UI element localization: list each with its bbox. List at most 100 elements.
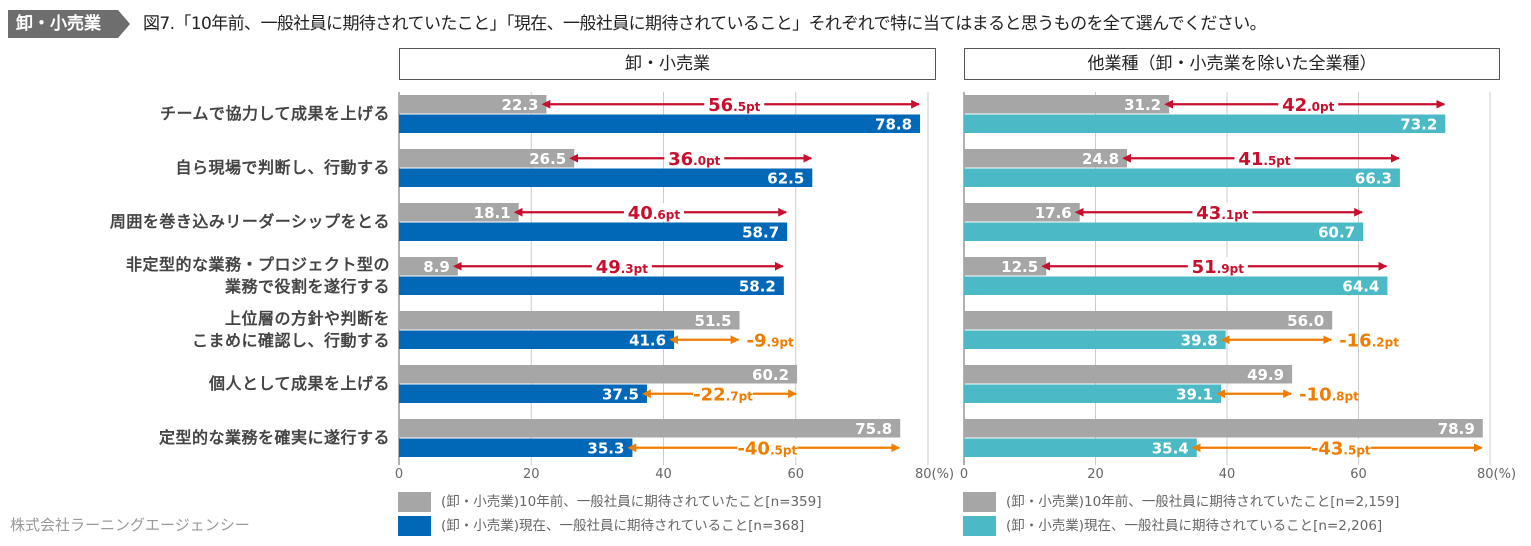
category-label-line: 業務で役割を遂行する [224,276,390,296]
difference-int: 42 [1282,95,1307,116]
bar-past-value-label: 12.5 [1001,258,1038,276]
difference-int: -40 [737,438,770,459]
difference-int: -43 [1311,438,1344,459]
x-tick-label: 80(%) [1477,467,1516,482]
bar-past [399,365,798,384]
difference-dec: .5pt [1263,154,1290,168]
bar-past-value-label: 18.1 [474,204,511,222]
difference-label: 42.0pt [1282,95,1335,116]
bar-past-value-label: 51.5 [695,312,732,330]
x-tick-label: 60 [1350,467,1367,482]
bar-now-value-label: 66.3 [1355,170,1392,188]
bar-past-value-label: 56.0 [1287,312,1324,330]
bar-past-value-label: 17.6 [1035,204,1072,222]
bar-group: 12.5 64.4 51.9pt [964,257,1388,296]
bar-group: 31.2 73.2 42.0pt [964,95,1446,134]
difference-label: 56.5pt [708,95,761,116]
difference-label: -10.8pt [1299,384,1359,405]
legend-item-now: (卸・小売業)現在、一般社員に期待されていること[n=368] [398,514,821,538]
figure-question-title: 図7.「10年前、一般社員に期待されていたこと」「現在、一般社員に期待されている… [143,14,1267,34]
category-label-line: 個人として成果を上げる [208,373,390,393]
bar-now-value-label: 58.2 [739,278,776,296]
difference-label-bg [704,95,765,114]
bar-group: 75.8 35.3 -40.5pt [399,419,901,459]
difference-label: -9.9pt [747,330,794,351]
bar-past-value-label: 31.2 [1124,96,1161,114]
difference-label: -43.5pt [1311,438,1371,459]
bar-past [399,95,547,114]
difference-label: 41.5pt [1238,149,1291,170]
category-label-line: 非定型的な業務・プロジェクト型の [125,254,390,274]
bar-past-value-label: 22.3 [501,96,538,114]
bar-past-value-label: 60.2 [752,366,789,384]
difference-int: -22 [693,384,726,405]
category-label: 自ら現場で判断し、行動する [175,157,390,179]
difference-label: 40.6pt [628,203,681,224]
bar-group: 22.3 78.8 56.5pt [399,95,921,134]
bar-past [964,419,1483,438]
difference-dec: .5pt [770,443,797,457]
difference-label-bg [664,149,725,168]
bar-group: 26.5 62.5 36.0pt [399,149,813,188]
category-label: 個人として成果を上げる [209,373,390,395]
legend-swatch-now [963,516,996,536]
difference-int: 49 [596,257,621,278]
x-tick-label: 80(%) [915,467,954,482]
legend-label-now: (卸・小売業)現在、一般社員に期待されていること[n=368] [441,518,805,534]
difference-int: -9 [747,330,767,351]
bar-group: 56.0 39.8 -16.2pt [964,311,1399,351]
legend-label-now: (卸・小売業)現在、一般社員に期待されていること[n=2,206] [1006,518,1383,534]
bar-past-value-label: 8.9 [423,258,450,276]
difference-dec: .2pt [1372,335,1399,349]
bar-group: 18.1 58.7 40.6pt [399,203,788,242]
difference-int: 36 [668,149,693,170]
bar-now [399,330,675,349]
difference-label: 49.3pt [596,257,649,278]
difference-int: -16 [1339,330,1372,351]
bar-past [399,257,458,276]
bar-now [964,438,1197,457]
bar-now-value-label: 37.5 [602,386,639,404]
category-label-line: 自ら現場で判断し、行動する [175,157,390,177]
category-label-line: 上位層の方針や判断を [224,308,390,328]
legend-label-past: (卸・小売業)10年前、一般社員に期待されていたこと[n=2,159] [1006,494,1400,510]
industry-badge: 卸・小売業 [8,10,118,38]
difference-label: -22.7pt [693,384,753,405]
bar-now-value-label: 60.7 [1318,224,1355,242]
legend-item-past: (卸・小売業)10年前、一般社員に期待されていたこと[n=2,159] [963,490,1399,514]
bar-now [964,114,1446,133]
difference-dec: .9pt [1217,262,1244,276]
difference-dec: .3pt [621,262,648,276]
bar-now [399,114,921,133]
category-label-line: 定型的な業務を確実に遂行する [158,427,390,447]
bar-past-value-label: 24.8 [1082,150,1119,168]
bar-past [964,365,1293,384]
difference-label-bg [1187,257,1248,276]
x-tick-label: 20 [523,467,540,482]
bar-now-value-label: 35.4 [1152,440,1189,458]
difference-dec: .5pt [733,100,760,114]
right-chart: 0 20 40 60 80(%)31.273.242.0pt24.866.341.5pt… [960,92,1516,482]
difference-label-bg [1310,438,1371,457]
difference-label: -16.2pt [1339,330,1399,351]
bar-group: 78.9 35.4 -43.5pt [964,419,1483,459]
category-label: 上位層の方針や判断を こまめに確認し、行動する [192,308,390,352]
difference-label-bg [1192,203,1253,222]
bar-now-value-label: 73.2 [1400,116,1437,134]
company-footer: 株式会社ラーニングエージェンシー [10,516,250,534]
difference-dec: .1pt [1221,208,1248,222]
bar-now [399,276,784,295]
category-label-line: 周囲を巻き込みリーダーシップをとる [109,211,390,231]
bar-now [964,168,1400,187]
bar-group: 60.2 37.5 -22.7pt [399,365,798,405]
category-label: 非定型的な業務・プロジェクト型の 業務で役割を遂行する [126,254,390,298]
difference-int: 56 [708,95,733,116]
bar-now [399,168,813,187]
difference-label: -40.5pt [737,438,797,459]
bar-now-value-label: 41.6 [629,332,666,350]
x-tick-label: 40 [655,467,672,482]
bar-now-value-label: 64.4 [1342,278,1379,296]
difference-int: 51 [1192,257,1217,278]
x-tick-label: 0 [395,467,403,482]
bar-past [964,311,1333,330]
